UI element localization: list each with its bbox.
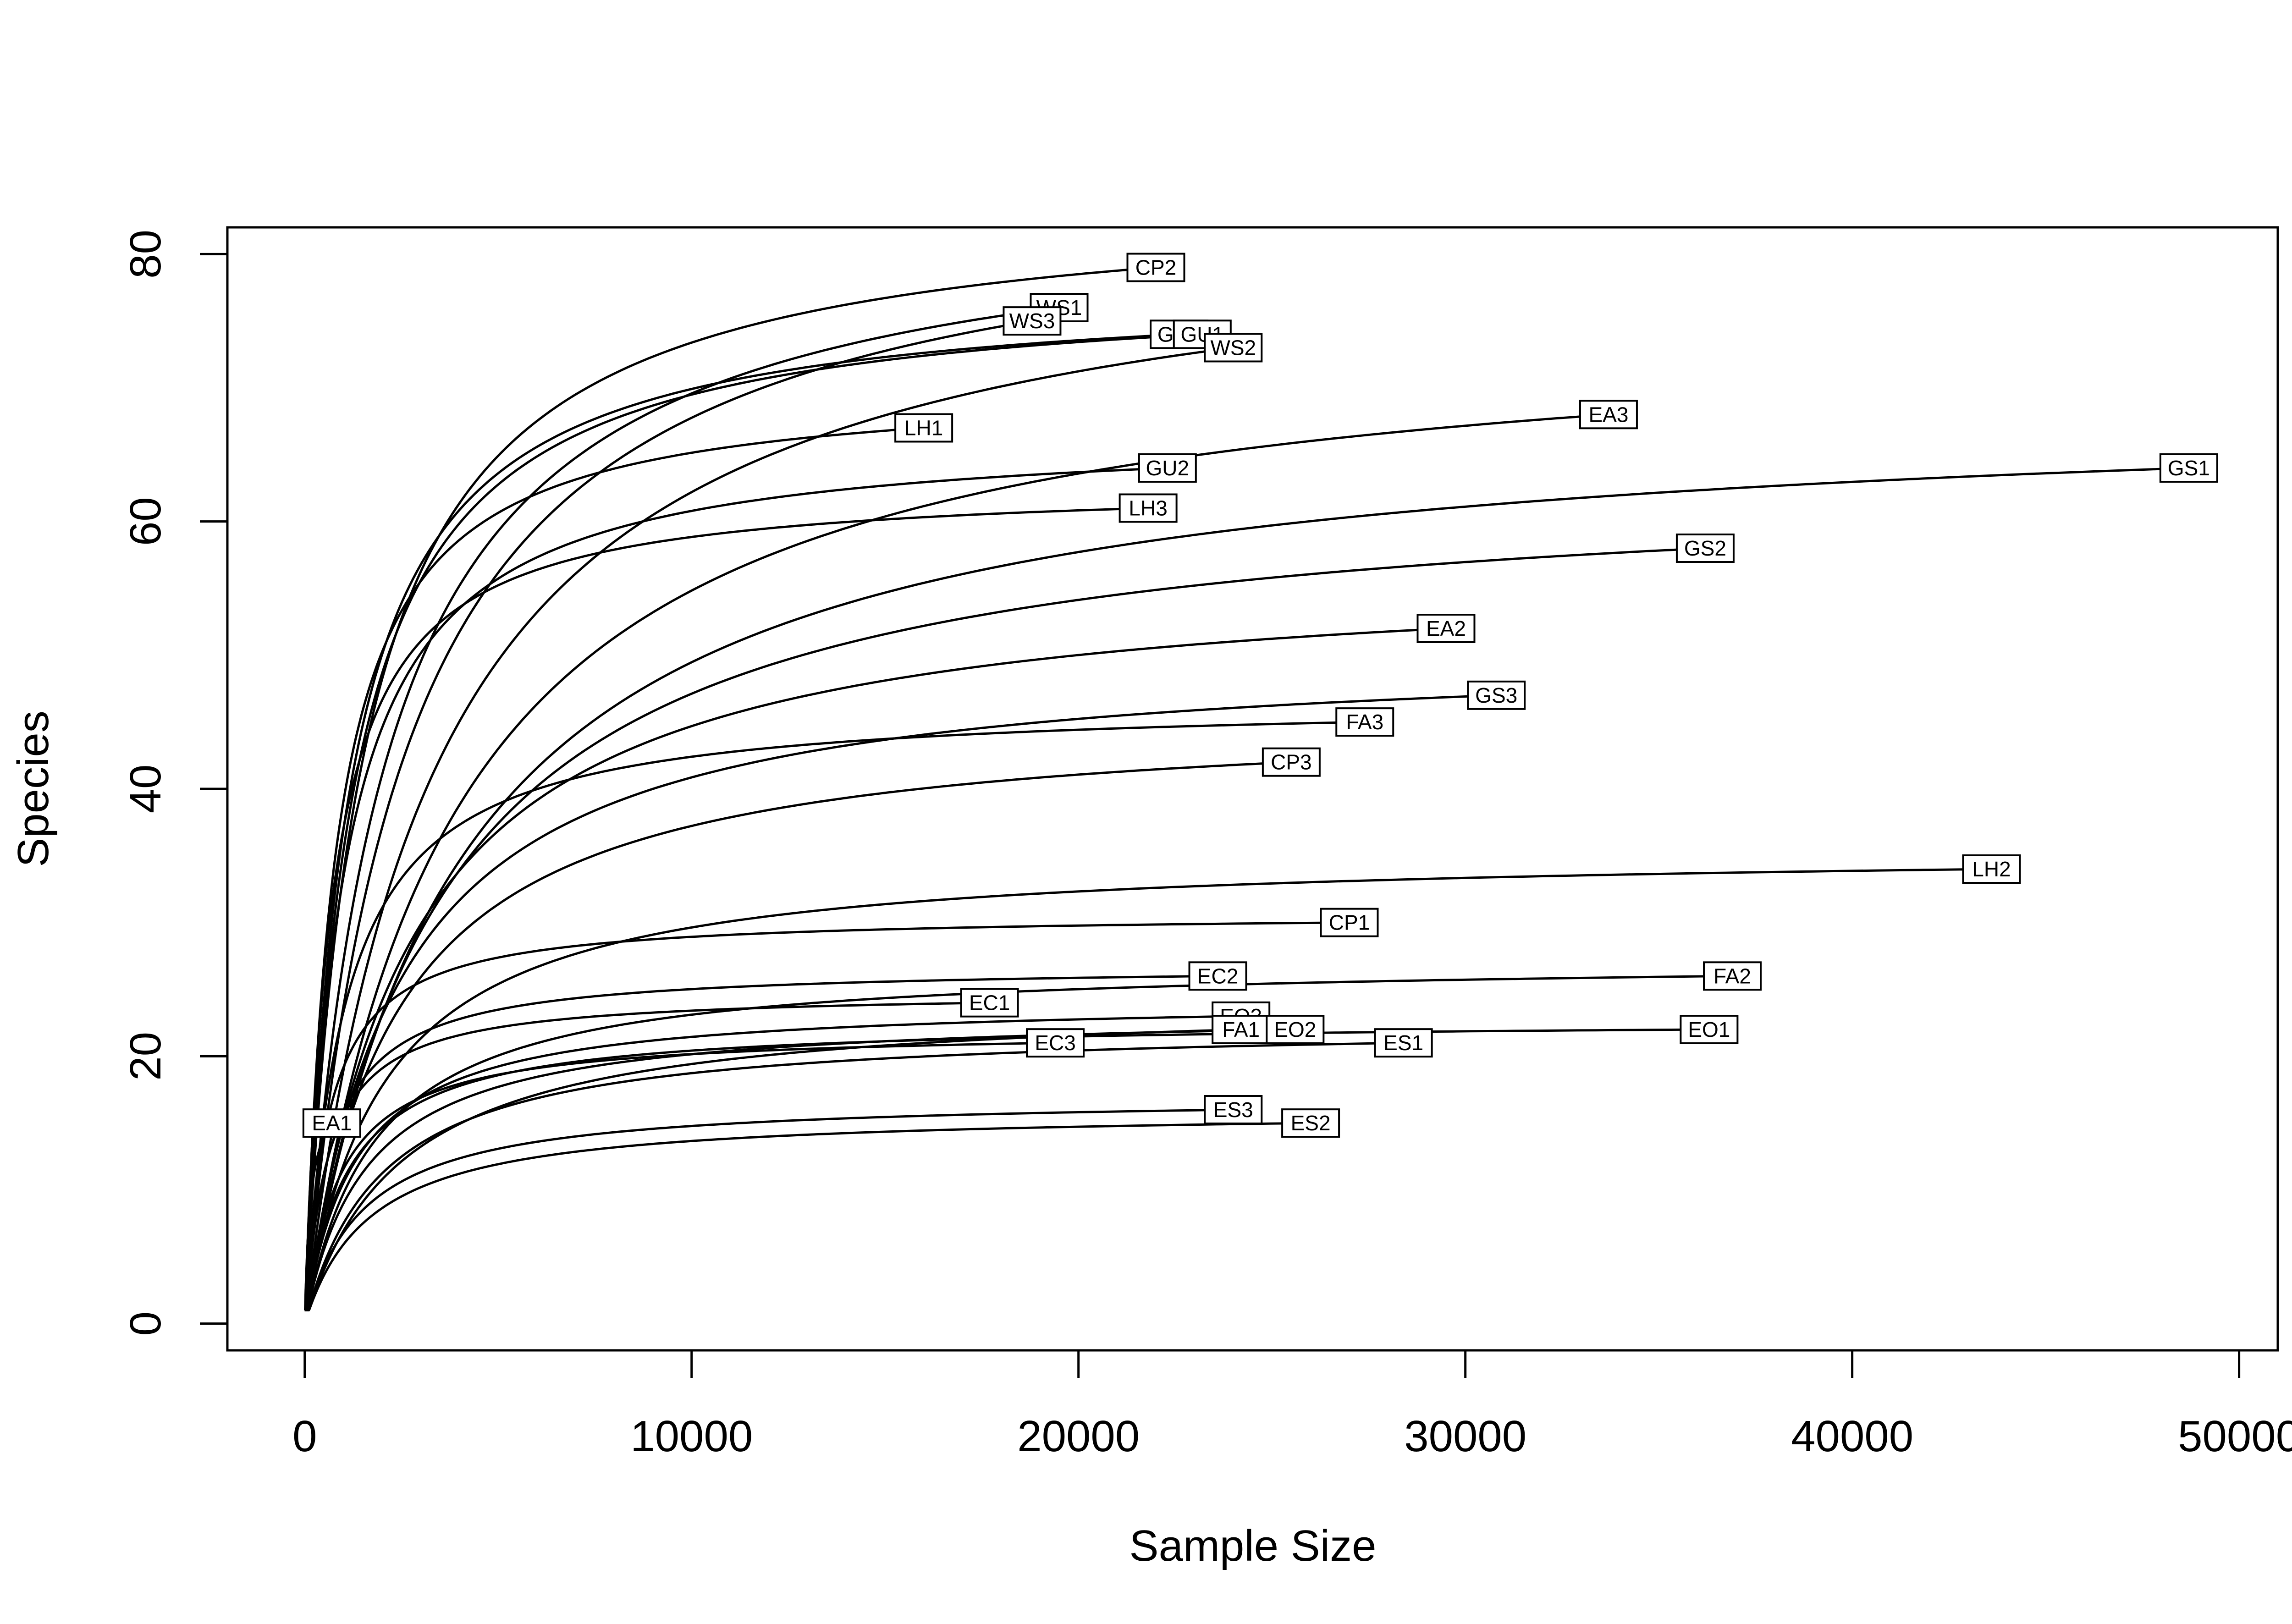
- curve-label-ea2: EA2: [1426, 617, 1466, 640]
- label-box-ec1: [960, 988, 1019, 1018]
- curve-label-ec1: EC1: [969, 991, 1010, 1015]
- curve-label-lh1: LH1: [904, 416, 943, 440]
- curve-ws3: [304, 319, 1032, 1311]
- label-box-ec3: [1026, 1028, 1085, 1058]
- curve-eo2: [304, 1028, 1295, 1311]
- label-box-es1: [1374, 1028, 1433, 1058]
- curve-ec3: [304, 1041, 1056, 1311]
- x-tick-label-5: 50000: [2178, 1412, 2292, 1461]
- curve-cp3: [304, 761, 1292, 1311]
- curve-ea3: [304, 413, 1609, 1311]
- curve-label-lh2: LH2: [1972, 857, 2011, 881]
- curve-label-cp1: CP1: [1329, 911, 1370, 935]
- curve-label-gs1: GS1: [2168, 456, 2210, 480]
- label-box-eo2: [1266, 1015, 1325, 1044]
- label-box-fa1: [1212, 1015, 1271, 1044]
- x-axis-title: Sample Size: [1129, 1521, 1377, 1570]
- curve-gs3: [304, 694, 1497, 1311]
- x-tick-label-4: 40000: [1791, 1412, 1913, 1461]
- x-tick-label-2: 20000: [1017, 1412, 1140, 1461]
- y-tick-label-3: 60: [121, 497, 170, 546]
- y-tick-label-0: 0: [121, 1311, 170, 1336]
- curve-ec2: [304, 974, 1218, 1311]
- curve-labels: CP2WS1WS3GU3GU1WS2EA3LH1GU2GS1LH3GS2EA2G…: [302, 253, 2218, 1138]
- label-box-cp1: [1320, 908, 1379, 937]
- label-box-lh3: [1118, 493, 1178, 523]
- curve-label-cp2: CP2: [1135, 256, 1176, 280]
- curve-fa2: [304, 974, 1733, 1311]
- label-box-cp3: [1262, 747, 1321, 777]
- curve-label-ec2: EC2: [1197, 964, 1238, 988]
- label-box-lh1: [894, 413, 953, 443]
- x-tick-label-1: 10000: [630, 1412, 753, 1461]
- y-tick-label-1: 20: [121, 1032, 170, 1081]
- curve-label-ec3: EC3: [1035, 1031, 1075, 1055]
- curve-label-fa3: FA3: [1346, 710, 1383, 734]
- curve-label-gu2: GU2: [1146, 456, 1190, 480]
- curve-label-eo1: EO1: [1688, 1018, 1730, 1041]
- curve-fa3: [304, 721, 1365, 1311]
- curve-label-fa1: FA1: [1222, 1018, 1260, 1041]
- curve-ea2: [304, 627, 1446, 1311]
- curve-label-ea1: EA1: [312, 1111, 352, 1135]
- curve-es3: [304, 1108, 1234, 1311]
- curve-lh1: [304, 427, 924, 1311]
- label-box-gs1: [2159, 453, 2218, 483]
- label-box-fa2: [1703, 961, 1762, 991]
- curve-label-ws3: WS3: [1009, 309, 1055, 333]
- label-box-eo1: [1680, 1015, 1739, 1044]
- curve-label-es2: ES2: [1291, 1111, 1331, 1135]
- curve-label-lh3: LH3: [1129, 496, 1167, 520]
- curve-label-ea3: EA3: [1588, 402, 1628, 426]
- label-box-es2: [1281, 1108, 1340, 1138]
- curve-gu2: [304, 467, 1168, 1311]
- curve-fa1: [304, 1028, 1241, 1311]
- curve-label-eo2: EO2: [1274, 1018, 1316, 1041]
- y-axis: 0 20 40 60 80: [121, 230, 227, 1336]
- curves: [304, 266, 2189, 1311]
- curve-label-es1: ES1: [1383, 1031, 1423, 1055]
- curve-gu3: [304, 333, 1179, 1311]
- curve-es2: [304, 1122, 1311, 1311]
- label-box-ws2: [1204, 333, 1263, 363]
- label-box-es3: [1204, 1095, 1263, 1124]
- curve-label-ws2: WS2: [1210, 336, 1256, 360]
- x-tick-label-3: 30000: [1404, 1412, 1526, 1461]
- label-box-ws3: [1003, 306, 1062, 336]
- curve-label-es3: ES3: [1213, 1098, 1253, 1122]
- curve-ec1: [304, 1002, 990, 1311]
- y-axis-title: Species: [9, 710, 58, 867]
- label-box-fa3: [1335, 707, 1394, 737]
- label-box-ea2: [1416, 614, 1476, 643]
- label-box-ea3: [1579, 400, 1638, 429]
- curve-label-gs3: GS3: [1475, 683, 1517, 707]
- curve-gs1: [304, 467, 2189, 1311]
- label-box-cp2: [1126, 253, 1185, 282]
- y-tick-label-2: 40: [121, 765, 170, 814]
- label-box-ec2: [1188, 961, 1247, 991]
- x-tick-label-0: 0: [292, 1412, 317, 1461]
- curve-cp2: [304, 266, 1156, 1311]
- curve-label-fa2: FA2: [1713, 964, 1751, 988]
- curve-label-gs2: GS2: [1684, 536, 1726, 560]
- curve-lh3: [304, 507, 1148, 1311]
- x-axis: 0 10000 20000 30000 40000 50000: [292, 1350, 2292, 1461]
- y-tick-label-4: 80: [121, 230, 170, 279]
- curve-ws2: [304, 347, 1234, 1311]
- curve-label-cp3: CP3: [1271, 750, 1311, 774]
- label-box-gs3: [1467, 680, 1526, 710]
- curve-eo3: [304, 1015, 1241, 1311]
- label-box-lh2: [1962, 854, 2021, 884]
- label-box-gs2: [1675, 534, 1735, 563]
- label-box-ea1: [302, 1108, 361, 1138]
- label-box-gu2: [1138, 453, 1197, 483]
